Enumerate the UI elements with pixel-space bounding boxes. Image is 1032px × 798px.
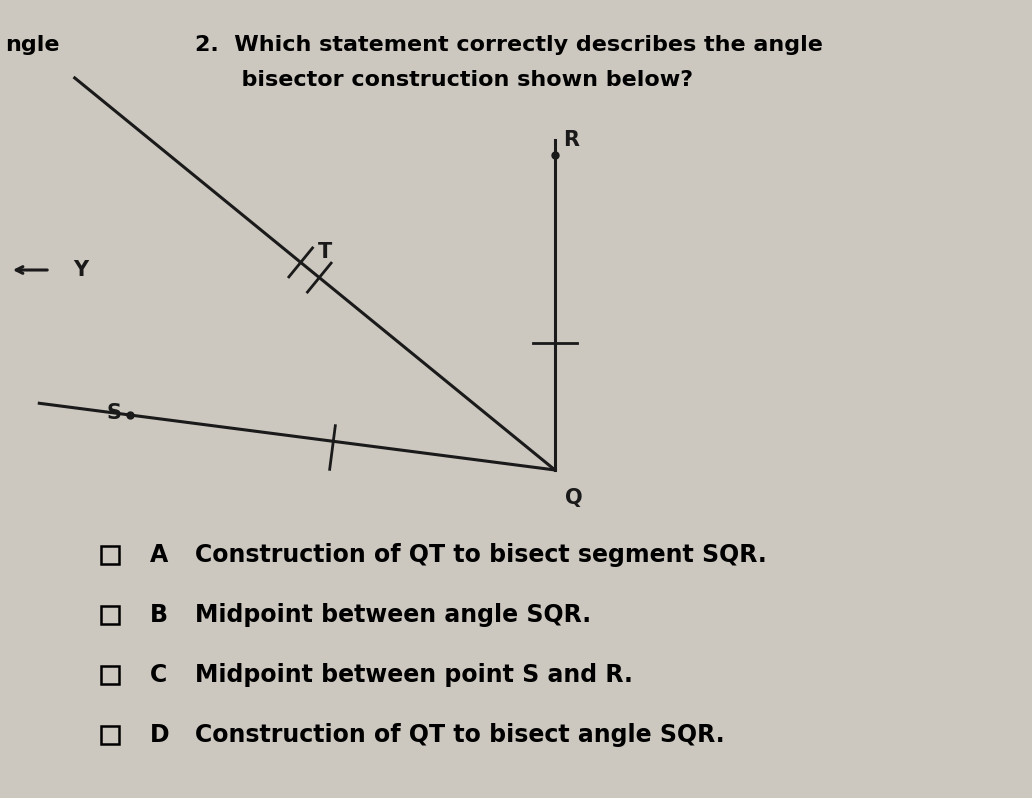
Text: 2.  Which statement correctly describes the angle: 2. Which statement correctly describes t… (195, 35, 823, 55)
Text: B: B (150, 603, 168, 627)
Text: Construction of QT to bisect segment SQR.: Construction of QT to bisect segment SQR… (195, 543, 767, 567)
Text: bisector construction shown below?: bisector construction shown below? (195, 70, 694, 90)
Text: R: R (563, 130, 579, 150)
Text: Midpoint between point S and R.: Midpoint between point S and R. (195, 663, 633, 687)
Text: S: S (107, 403, 122, 423)
Bar (101, 606, 119, 624)
Bar (101, 666, 119, 684)
Text: Midpoint between angle SQR.: Midpoint between angle SQR. (195, 603, 591, 627)
Text: A: A (150, 543, 168, 567)
Text: C: C (150, 663, 167, 687)
Text: ngle: ngle (5, 35, 60, 55)
Text: D: D (150, 723, 169, 747)
Bar (101, 726, 119, 744)
Bar (101, 546, 119, 564)
Text: Y: Y (73, 260, 88, 280)
Text: Construction of QT to bisect angle SQR.: Construction of QT to bisect angle SQR. (195, 723, 724, 747)
Text: T: T (318, 242, 332, 262)
Text: Q: Q (565, 488, 583, 508)
